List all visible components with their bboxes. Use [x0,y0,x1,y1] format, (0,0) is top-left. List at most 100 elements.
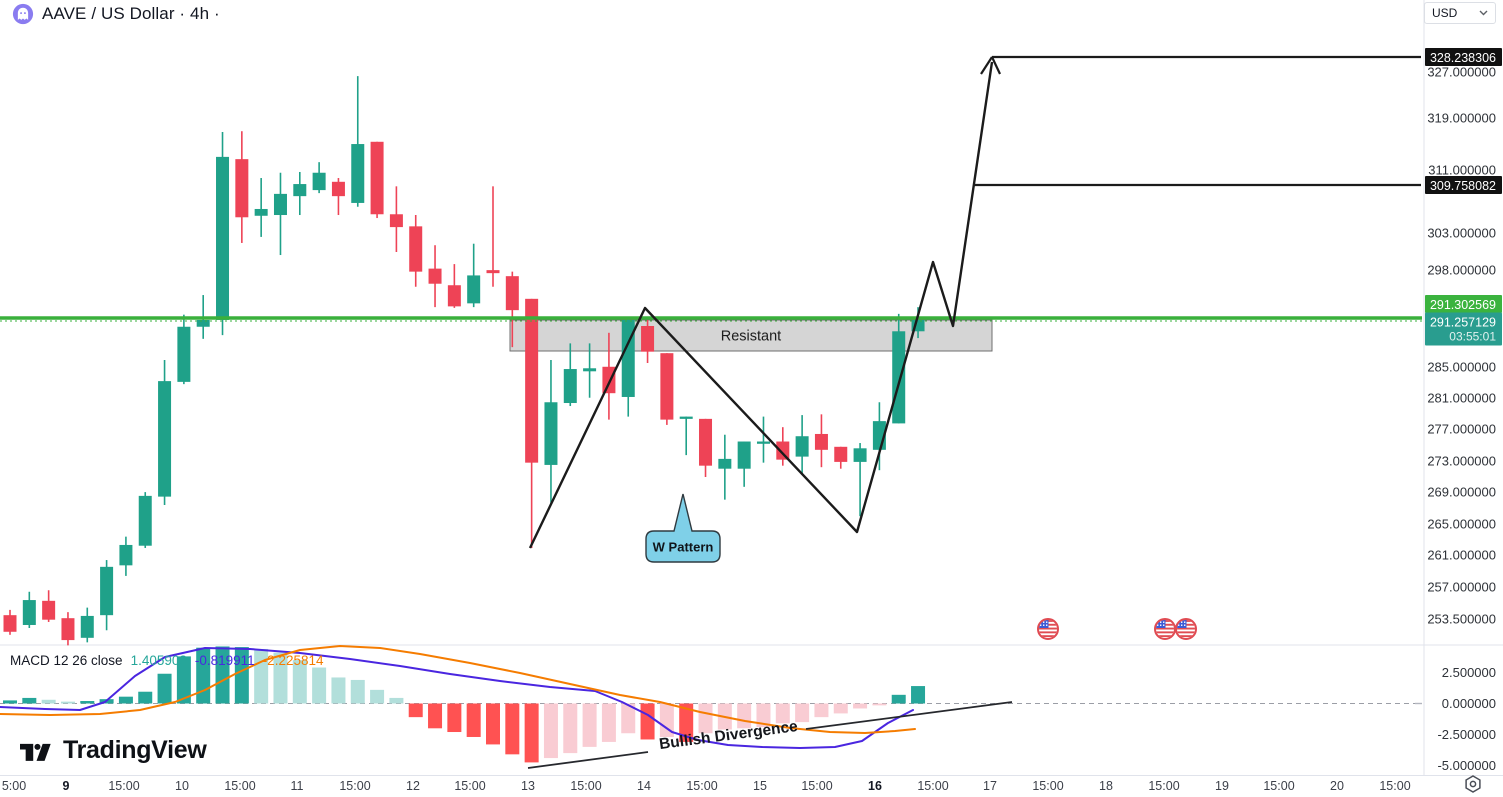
candle-body [699,418,713,466]
candle [409,215,423,287]
candle-body [254,208,268,216]
macd-histogram-bar [350,679,365,704]
macd-histogram-bar [428,703,443,729]
us-flag-icon[interactable] [1154,618,1176,640]
candle-body [544,402,558,465]
macd-histogram-bar [775,703,790,724]
arrow-head-icon [991,56,1001,75]
time-axis-label: 16 [868,779,882,793]
macd-histogram-bar [659,703,674,737]
currency-select[interactable]: USD [1424,2,1496,24]
candle [428,245,442,308]
time-axis-label: 15:00 [1263,779,1294,793]
time-axis-label: 10 [175,779,189,793]
macd-axis-label: -2.500000 [1437,727,1496,742]
macd-histogram-bar [466,703,481,737]
macd-histogram-bar [853,703,868,709]
candle [814,414,828,468]
macd-histogram-bar [273,652,288,704]
price-badge-value: 309.758082 [1430,179,1496,193]
price-axis-label: 277.000000 [1427,422,1496,437]
candle [660,353,674,425]
candle [563,343,577,407]
candle [795,415,809,475]
flag-stripe [1039,635,1057,638]
price-axis-label: 327.000000 [1427,65,1496,80]
candle-body [853,448,867,462]
price-axis-label: 269.000000 [1427,485,1496,500]
candle-body [351,144,365,203]
w-pattern-callout[interactable]: W Pattern [645,493,721,563]
macd-histogram-bar [176,656,191,704]
resistance-zone-label: Resistant [721,329,781,345]
candle [544,359,558,503]
divergence-trendline [805,701,1013,730]
candle [834,446,848,469]
symbol-title[interactable]: AAVE / US Dollar · 4h · [42,4,220,23]
macd-histogram-bar [22,697,37,704]
macd-legend[interactable]: MACD 12 26 close 1.405903 -0.819911 -2.2… [10,653,324,668]
candle [853,443,867,517]
flag-canton [1156,620,1166,628]
axis-settings-gear-icon[interactable] [1465,775,1481,793]
candle-body [602,366,616,394]
flag-star [1184,624,1186,626]
candle-body [467,275,481,304]
candle-body [641,326,655,352]
w-pattern-zigzag-line[interactable] [528,61,994,549]
macd-histogram-bar [833,703,848,714]
macd-histogram-bar [312,667,327,704]
tradingview-logo-icon [20,743,51,761]
candle-body [679,416,693,419]
candle [254,178,268,237]
candle-body [3,615,17,632]
candle [138,492,152,548]
macd-panel: 2.500000 0.000000 -2.500000 -5.000000 [0,645,1496,773]
candle-body [158,381,172,497]
time-axis[interactable]: 5:00 9 15:00 10 15:00 11 15:00 12 15:00 13 15:00 14… [2,779,1411,793]
flag-star [1046,624,1048,626]
candle [776,427,790,466]
flag-star [1160,624,1162,626]
flag-star [1043,621,1045,623]
symbol-header[interactable]: AAVE / US Dollar · 4h · [12,3,220,25]
macd-histogram-bar [3,700,17,704]
macd-histogram-bar [138,691,153,704]
candle-body [235,159,249,218]
candle-body [389,214,403,228]
flag-stripe [1039,627,1057,630]
time-axis-label: 17 [983,779,997,793]
aave-ghost-icon [12,3,34,25]
candle [389,186,403,253]
price-axis-label: 319.000000 [1427,111,1496,126]
tradingview-watermark[interactable]: TradingView [20,736,207,765]
us-flag-icon[interactable] [1037,618,1059,640]
candle [699,418,713,478]
candle-body [737,441,751,469]
candle [331,178,345,216]
divergence-trendline [527,751,649,769]
candle [641,319,655,363]
price-axis-label: 273.000000 [1427,454,1496,469]
macd-histogram-bar [80,701,95,704]
candle-body [177,326,191,382]
macd-legend-label: MACD 12 26 close [10,653,123,668]
price-axis[interactable]: 327.000000 319.000000 311.000000 303.000000… [1425,48,1502,627]
candle [525,298,539,548]
candle [718,434,732,500]
flag-star [1160,621,1162,623]
candle [3,609,17,635]
us-flag-icon[interactable] [1175,618,1197,640]
chevron-down-icon [1479,10,1488,16]
time-axis-label: 5:00 [2,779,26,793]
candle-body [621,319,635,397]
macd-histogram-bar [795,703,810,723]
candle-body [216,156,230,320]
time-axis-label: 15:00 [1032,779,1063,793]
price-axis-label: 303.000000 [1427,226,1496,241]
gear-center [1469,780,1477,788]
macd-histogram-bar [563,703,578,754]
time-axis-label: 15:00 [570,779,601,793]
time-axis-label: 15:00 [224,779,255,793]
